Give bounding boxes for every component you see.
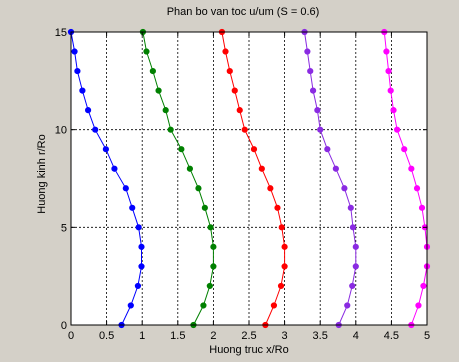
data-point	[347, 204, 354, 211]
y-axis-label: Huong kinh r/Ro	[36, 134, 48, 214]
data-point	[155, 87, 162, 94]
data-point	[178, 146, 185, 153]
data-point	[413, 185, 421, 192]
data-point	[307, 67, 314, 75]
data-point	[415, 302, 422, 309]
data-point	[84, 107, 92, 114]
data-point	[206, 282, 213, 290]
data-point	[349, 224, 357, 231]
y-tick-label: 15	[55, 27, 67, 39]
data-point	[274, 204, 281, 211]
data-point	[277, 282, 285, 290]
data-point	[281, 263, 288, 270]
data-point	[201, 204, 208, 211]
data-point	[344, 302, 351, 309]
x-tick-label: 1	[139, 330, 145, 342]
x-tick-label: 5	[424, 330, 430, 342]
series-line	[221, 31, 286, 326]
series-3	[218, 28, 288, 329]
data-point	[408, 165, 415, 172]
x-tick-label: 2	[210, 330, 216, 342]
data-point	[352, 243, 359, 250]
data-point	[420, 282, 427, 290]
data-point	[111, 165, 118, 172]
data-point	[332, 165, 339, 172]
grid	[71, 32, 427, 325]
data-point	[341, 185, 348, 192]
series-line	[142, 31, 214, 326]
x-tick-label: 2.5	[241, 330, 256, 342]
data-point	[401, 146, 408, 153]
ticks: 0 0.5 1 1.5 2 2.5 3 3.5 4 4.5 5 0 5 10 15	[55, 27, 430, 342]
x-tick-label: 3	[282, 330, 288, 342]
series-layer	[67, 28, 431, 329]
data-point	[236, 107, 243, 114]
data-point	[387, 87, 394, 94]
x-tick-label: 3.5	[313, 330, 328, 342]
data-point	[135, 224, 142, 231]
data-point	[390, 107, 397, 114]
series-2	[139, 28, 217, 329]
data-point	[314, 107, 321, 114]
data-point	[383, 48, 390, 55]
data-point	[210, 243, 217, 250]
chart-title: Phan bo van toc u/um (S = 0.6)	[167, 6, 320, 18]
y-tick-label: 0	[61, 320, 67, 332]
data-point	[71, 48, 78, 55]
data-point	[102, 146, 109, 153]
data-point	[122, 185, 129, 192]
data-point	[210, 263, 217, 270]
data-point	[278, 224, 285, 231]
data-point	[317, 126, 324, 133]
data-point	[304, 48, 311, 55]
x-tick-label: 1.5	[170, 330, 185, 342]
data-point	[250, 146, 258, 153]
data-point	[186, 165, 194, 172]
data-point	[385, 67, 392, 75]
data-point	[149, 67, 156, 75]
x-tick-label: 4	[353, 330, 359, 342]
data-point	[222, 48, 229, 55]
x-tick-label: 0	[68, 330, 74, 342]
x-tick-label: 4.5	[384, 330, 399, 342]
x-axis-label: Huong truc x/Ro	[209, 344, 288, 356]
y-tick-label: 10	[55, 125, 67, 137]
data-point	[79, 87, 86, 94]
data-point	[241, 126, 248, 133]
data-point	[143, 48, 150, 55]
data-point	[418, 204, 426, 211]
y-tick-label: 5	[61, 222, 67, 234]
data-point	[309, 87, 317, 94]
series-line	[383, 31, 428, 326]
data-point	[270, 302, 278, 309]
data-point	[162, 107, 169, 114]
series-5	[381, 28, 431, 329]
data-point	[92, 126, 99, 133]
data-point	[195, 185, 202, 192]
data-point	[138, 243, 145, 250]
series-line	[70, 31, 142, 326]
data-point	[324, 146, 331, 153]
data-point	[281, 243, 288, 250]
data-point	[267, 185, 274, 192]
data-point	[138, 263, 145, 270]
data-point	[349, 282, 356, 290]
series-line	[304, 31, 357, 326]
data-point	[74, 67, 81, 75]
data-point	[352, 263, 359, 270]
data-point	[129, 204, 136, 211]
data-point	[200, 302, 207, 309]
data-point	[393, 126, 401, 133]
x-tick-label: 0.5	[99, 330, 114, 342]
series-1	[67, 28, 145, 329]
data-point	[231, 87, 238, 94]
data-point	[134, 282, 142, 290]
data-point	[167, 126, 174, 133]
data-point	[207, 224, 214, 231]
data-point	[226, 67, 233, 75]
data-point	[127, 302, 134, 309]
data-point	[258, 165, 265, 172]
